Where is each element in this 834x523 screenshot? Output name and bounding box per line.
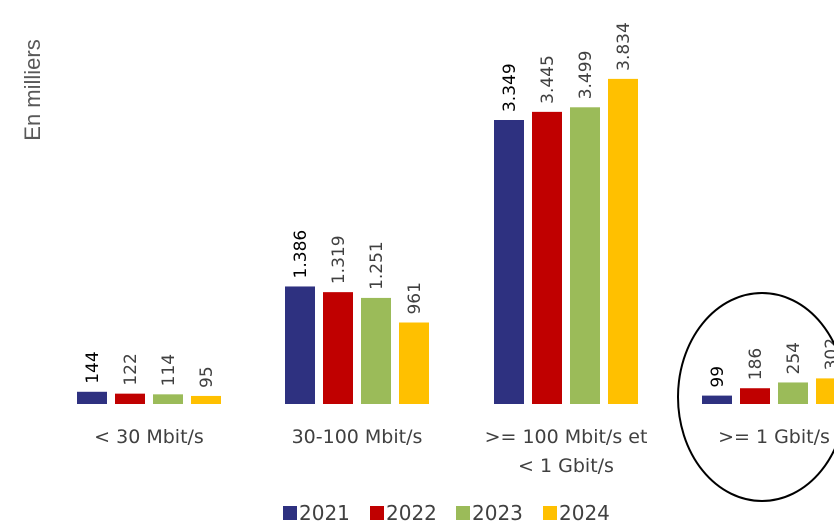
bar-2023-1 bbox=[361, 297, 391, 404]
value-label: 1.386 bbox=[291, 230, 311, 279]
value-label: 144 bbox=[83, 351, 103, 383]
legend-swatch bbox=[370, 506, 384, 520]
category-label: < 30 Mbit/s bbox=[94, 426, 204, 448]
value-label: 3.445 bbox=[538, 55, 558, 104]
bar-2023-2 bbox=[570, 107, 600, 405]
bar-2024-0 bbox=[191, 395, 221, 404]
category-labels-group: < 30 Mbit/s 30-100 Mbit/s >= 100 Mbit/s et… bbox=[94, 426, 830, 477]
value-label: 95 bbox=[197, 366, 217, 388]
legend-label: 2021 bbox=[299, 501, 350, 523]
value-label: 99 bbox=[708, 366, 728, 388]
value-label: 254 bbox=[784, 342, 804, 374]
highlight-circle bbox=[677, 292, 834, 502]
bar-2022-1 bbox=[323, 292, 353, 404]
legend-label: 2024 bbox=[559, 501, 610, 523]
y-axis-label: En milliers bbox=[20, 39, 45, 140]
legend-item-2022: 2022 bbox=[370, 501, 437, 523]
bar-2021-3 bbox=[702, 395, 732, 404]
bars-group bbox=[77, 78, 834, 405]
value-label: 114 bbox=[159, 354, 179, 386]
value-labels-group: 144 122 114 95 1.386 1.319 1.251 961 3.349 3.445 3… bbox=[83, 22, 834, 388]
value-label: 122 bbox=[121, 353, 141, 385]
value-label: 186 bbox=[746, 348, 766, 380]
legend-swatch bbox=[543, 506, 557, 520]
bar-2022-0 bbox=[115, 393, 145, 404]
legend-swatch bbox=[456, 506, 470, 520]
value-label: 302 bbox=[822, 338, 834, 370]
value-label: 961 bbox=[405, 282, 425, 314]
bar-2024-1 bbox=[399, 322, 429, 404]
legend-item-2024: 2024 bbox=[543, 501, 610, 523]
category-label: >= 100 Mbit/s et bbox=[485, 426, 648, 448]
bar-2021-0 bbox=[77, 391, 107, 404]
category-label: < 1 Gbit/s bbox=[518, 455, 614, 477]
value-label: 3.499 bbox=[576, 51, 596, 100]
legend: 2021 2022 2023 2024 bbox=[283, 501, 610, 523]
bar-2021-2 bbox=[494, 120, 524, 405]
bar-2023-0 bbox=[153, 394, 183, 404]
legend-label: 2023 bbox=[472, 501, 523, 523]
legend-item-2023: 2023 bbox=[456, 501, 523, 523]
value-label: 1.319 bbox=[329, 235, 349, 284]
category-label: >= 1 Gbit/s bbox=[718, 426, 830, 448]
legend-swatch bbox=[283, 506, 297, 520]
value-label: 1.251 bbox=[367, 241, 387, 290]
bar-2021-1 bbox=[285, 286, 315, 404]
bar-2024-3 bbox=[816, 378, 834, 404]
bar-2023-3 bbox=[778, 382, 808, 404]
value-label: 3.349 bbox=[500, 63, 520, 112]
legend-label: 2022 bbox=[386, 501, 437, 523]
category-label: 30-100 Mbit/s bbox=[292, 426, 423, 448]
bar-2022-3 bbox=[740, 388, 770, 404]
legend-item-2021: 2021 bbox=[283, 501, 350, 523]
bar-2024-2 bbox=[608, 78, 638, 404]
bar-2022-2 bbox=[532, 111, 562, 404]
value-label: 3.834 bbox=[614, 22, 634, 71]
